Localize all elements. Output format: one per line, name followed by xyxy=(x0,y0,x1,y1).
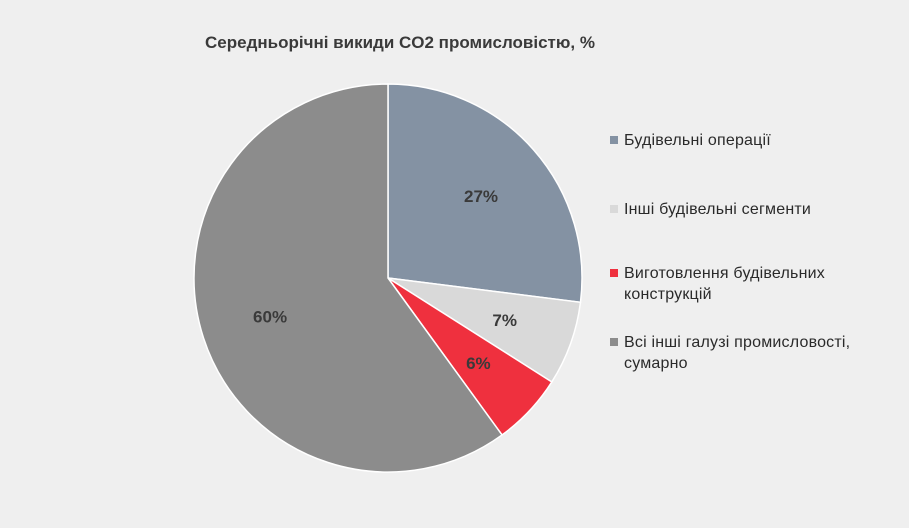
legend-item-building-operations: Будівельні операції xyxy=(610,130,905,151)
legend-swatch xyxy=(610,338,618,346)
legend-item-other-building-segments: Інші будівельні сегменти xyxy=(610,199,905,220)
legend-label: Виготовлення будівельних конструкцій xyxy=(624,265,825,303)
slice-label-construction-manufacturing: 6% xyxy=(466,354,491,373)
chart-title: Середньорічні викиди CO2 промисловістю, … xyxy=(205,33,595,52)
slice-label-other-building-segments: 7% xyxy=(492,311,517,330)
legend-swatch xyxy=(610,269,618,277)
legend-swatch xyxy=(610,205,618,213)
legend-label: Будівельні операції xyxy=(624,132,771,149)
legend-item-construction-manufacturing: Виготовлення будівельних конструкцій xyxy=(610,263,905,305)
legend-swatch xyxy=(610,136,618,144)
legend-label: Всі інші галузі промисловості, сумарно xyxy=(624,334,851,372)
legend-item-other-industries: Всі інші галузі промисловості, сумарно xyxy=(610,332,905,374)
slice-label-building-operations: 27% xyxy=(464,187,498,206)
legend-label: Інші будівельні сегменти xyxy=(624,201,812,218)
pie-slice-other-industries xyxy=(193,83,504,473)
slice-label-other-industries: 60% xyxy=(253,307,287,326)
pie-slice-building-operations xyxy=(387,83,583,304)
